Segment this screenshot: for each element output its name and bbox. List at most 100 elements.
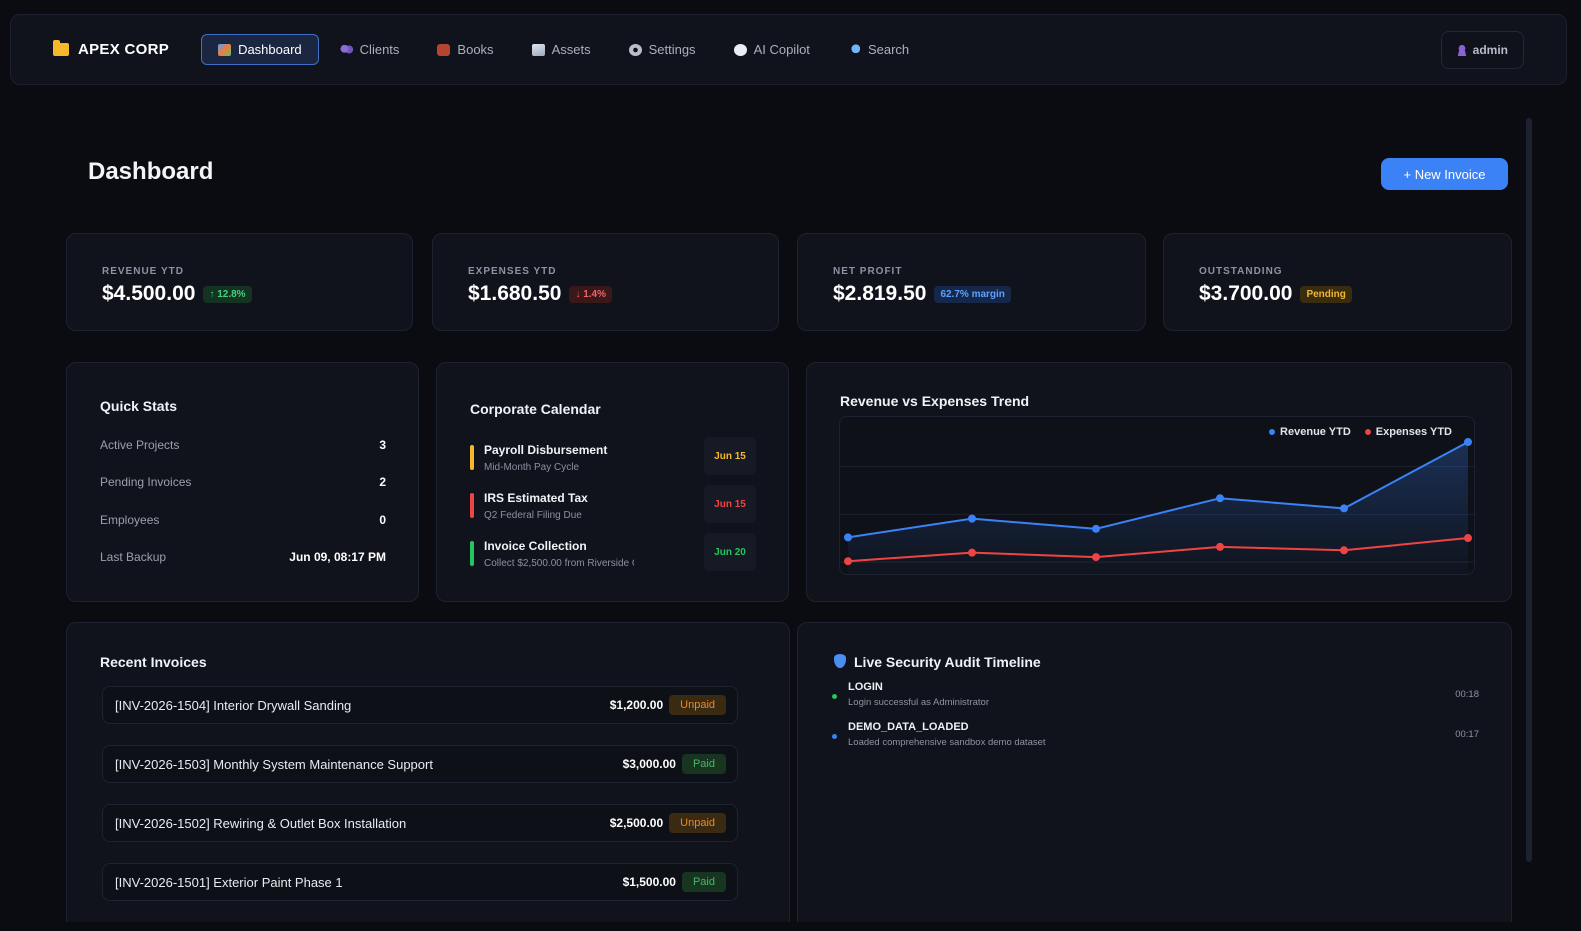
invoice-amount: $1,500.00 [622, 875, 676, 889]
invoice-row[interactable]: [INV-2026-1501] Exterior Paint Phase 1 $… [102, 863, 738, 901]
audit-detail: Loaded comprehensive sandbox demo datase… [848, 737, 1046, 748]
audit-entry: LOGIN Login successful as Administrator … [832, 681, 1479, 713]
data-point-revenue-2[interactable] [968, 514, 976, 523]
data-point-expenses-3[interactable] [1092, 553, 1100, 562]
stat-row: Employees 0 [100, 513, 386, 527]
brand[interactable]: APEX CORP [53, 40, 169, 58]
calendar-event[interactable]: Payroll Disbursement Mid-Month Pay Cycle… [470, 437, 756, 476]
legend-item-expenses[interactable]: Expenses YTD [1364, 426, 1452, 438]
calendar-event[interactable]: IRS Estimated Tax Q2 Federal Filing Due … [470, 485, 756, 524]
legend-dot [1364, 429, 1371, 436]
event-color-bar [470, 493, 474, 518]
nav-item-label: AI Copilot [753, 42, 810, 57]
data-point-revenue-5[interactable] [1340, 504, 1348, 513]
kpi-value: $1.680.50 [468, 282, 562, 305]
invoice-row[interactable]: [INV-2026-1503] Monthly System Maintenan… [102, 745, 738, 783]
stat-value: 3 [379, 438, 386, 452]
nav-item-dashboard[interactable]: Dashboard [201, 34, 319, 65]
shield-icon [834, 654, 846, 668]
chat-icon [733, 43, 747, 56]
user-name: admin [1472, 43, 1508, 57]
status-badge: Paid [681, 754, 726, 774]
nav-items: Dashboard Clients Books Assets Settings … [201, 34, 930, 65]
data-point-revenue-6[interactable] [1464, 438, 1472, 447]
audit-entry: DEMO_DATA_LOADED Loaded comprehensive sa… [832, 721, 1479, 753]
invoice-row[interactable]: [INV-2026-1504] Interior Drywall Sanding… [102, 686, 738, 724]
data-point-expenses-4[interactable] [1216, 542, 1224, 551]
calendar-event[interactable]: Invoice Collection Collect $2,500.00 fro… [470, 533, 756, 572]
trend-chart-card: Revenue vs Expenses Trend Revenue YTD Ex… [806, 362, 1512, 602]
event-subtitle: Collect $2,500.00 from Riverside Ca [484, 558, 634, 569]
event-subtitle: Q2 Federal Filing Due [484, 510, 582, 521]
legend-item-revenue[interactable]: Revenue YTD [1269, 426, 1351, 438]
kpi-card-net-profit: NET PROFIT $2.819.50 62.7% margin [797, 233, 1146, 331]
trend-badge: ↓ 1.4% [569, 285, 613, 303]
user-menu-button[interactable]: admin [1440, 31, 1524, 69]
kpi-value: $3.700.00 [1199, 282, 1293, 305]
recent-invoices-card: Recent Invoices [INV-2026-1504] Interior… [66, 622, 790, 922]
nav-item-label: Books [457, 42, 494, 57]
card-title: Live Security Audit Timeline [854, 654, 1041, 670]
series-area-revenue [848, 442, 1468, 574]
trend-chart-svg [840, 438, 1474, 574]
nav-item-assets[interactable]: Assets [515, 34, 608, 65]
legend-label: Expenses YTD [1375, 426, 1452, 438]
user-icon [1456, 44, 1467, 56]
kpi-value: $2.819.50 [833, 282, 927, 305]
invoice-title: [INV-2026-1501] Exterior Paint Phase 1 [115, 874, 343, 890]
series-line-expenses [847, 537, 1469, 563]
data-point-expenses-1[interactable] [844, 557, 852, 566]
page-title: Dashboard [88, 158, 214, 185]
gear-icon [628, 43, 642, 56]
chart-plot-area: Revenue YTD Expenses YTD [839, 416, 1475, 575]
data-point-revenue-4[interactable] [1216, 494, 1224, 503]
stat-row: Active Projects 3 [100, 438, 386, 452]
event-title: Invoice Collection [484, 539, 587, 553]
data-point-expenses-5[interactable] [1340, 546, 1348, 555]
nav-item-books[interactable]: Books [420, 34, 510, 65]
event-color-bar [470, 541, 474, 566]
chart-title: Revenue vs Expenses Trend [840, 393, 1030, 409]
kpi-label: NET PROFIT [833, 266, 903, 277]
audit-dot [832, 694, 837, 699]
search-icon [847, 43, 861, 56]
kpi-label: EXPENSES YTD [468, 266, 557, 277]
nav-item-settings[interactable]: Settings [612, 34, 713, 65]
nav-item-label: Assets [551, 42, 591, 57]
nav-item-label: Search [867, 42, 910, 57]
kpi-card-revenue: REVENUE YTD $4.500.00 ↑ 12.8% [66, 233, 413, 331]
invoice-row[interactable]: [INV-2026-1502] Rewiring & Outlet Box In… [102, 804, 738, 842]
event-date: Jun 20 [704, 533, 756, 571]
nav-item-label: Dashboard [238, 42, 302, 57]
stat-label: Active Projects [100, 438, 180, 452]
data-point-revenue-3[interactable] [1092, 524, 1100, 533]
invoice-amount: $1,200.00 [609, 698, 664, 712]
margin-badge: 62.7% margin [934, 285, 1011, 303]
nav-item-label: Clients [359, 42, 400, 57]
nav-item-ai-copilot[interactable]: AI Copilot [717, 34, 827, 65]
calendar-card: Corporate Calendar Payroll Disbursement … [436, 362, 789, 602]
invoice-title: [INV-2026-1503] Monthly System Maintenan… [115, 756, 433, 772]
kpi-value: $4.500.00 [102, 282, 196, 305]
kpi-card-outstanding: OUTSTANDING $3.700.00 Pending [1163, 233, 1512, 331]
scrollbar[interactable] [1526, 118, 1532, 862]
data-point-revenue-1[interactable] [844, 533, 852, 542]
chart-icon [531, 43, 545, 56]
briefcase-icon [437, 43, 451, 56]
audit-time: 00:18 [1455, 689, 1479, 700]
event-subtitle: Mid-Month Pay Cycle [484, 462, 580, 473]
legend-label: Revenue YTD [1280, 426, 1351, 438]
nav-item-search[interactable]: Search [831, 34, 926, 65]
data-point-expenses-2[interactable] [968, 548, 976, 557]
folder-icon [53, 40, 69, 56]
event-title: Payroll Disbursement [484, 443, 608, 457]
status-badge: Paid [681, 872, 726, 892]
quick-stats-card: Quick Stats Active Projects 3 Pending In… [66, 362, 419, 602]
invoice-amount: $2,500.00 [609, 816, 664, 830]
data-point-expenses-6[interactable] [1464, 534, 1472, 543]
new-invoice-button[interactable]: + New Invoice [1381, 158, 1508, 190]
nav-item-clients[interactable]: Clients [323, 34, 417, 65]
status-badge: Unpaid [669, 813, 726, 833]
legend-dot [1269, 429, 1276, 436]
series-line-revenue [847, 441, 1469, 539]
